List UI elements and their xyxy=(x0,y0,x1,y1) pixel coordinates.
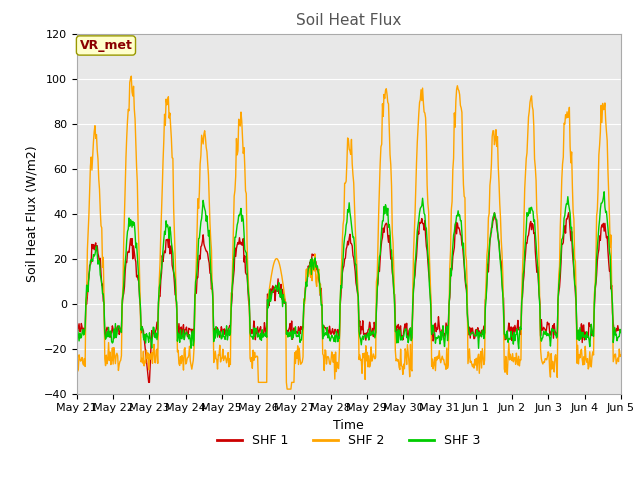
Y-axis label: Soil Heat Flux (W/m2): Soil Heat Flux (W/m2) xyxy=(25,145,38,282)
X-axis label: Time: Time xyxy=(333,419,364,432)
SHF 1 xyxy=(617,328,625,334)
Text: VR_met: VR_met xyxy=(79,39,132,52)
Line: SHF 3: SHF 3 xyxy=(77,192,621,348)
SHF 2 xyxy=(73,355,81,360)
SHF 1 xyxy=(416,219,424,225)
SHF 2 xyxy=(433,354,440,360)
SHF 1 xyxy=(83,301,90,307)
SHF 3 xyxy=(223,323,230,329)
SHF 2 xyxy=(127,73,135,79)
SHF 1 xyxy=(223,333,231,338)
Line: SHF 1: SHF 1 xyxy=(77,213,621,383)
SHF 3 xyxy=(73,329,81,335)
SHF 2 xyxy=(83,293,90,299)
SHF 3 xyxy=(431,330,438,336)
Legend: SHF 1, SHF 2, SHF 3: SHF 1, SHF 2, SHF 3 xyxy=(212,429,486,452)
SHF 1 xyxy=(564,210,572,216)
SHF 2 xyxy=(195,205,202,211)
SHF 3 xyxy=(600,189,608,195)
SHF 3 xyxy=(139,325,147,331)
SHF 2 xyxy=(140,348,147,354)
Title: Soil Heat Flux: Soil Heat Flux xyxy=(296,13,401,28)
SHF 2 xyxy=(223,356,231,361)
SHF 2 xyxy=(617,352,625,358)
SHF 2 xyxy=(417,96,424,102)
SHF 1 xyxy=(431,320,439,326)
SHF 1 xyxy=(145,380,152,385)
SHF 1 xyxy=(73,325,81,331)
SHF 3 xyxy=(415,217,422,223)
Line: SHF 2: SHF 2 xyxy=(77,76,621,389)
SHF 2 xyxy=(284,386,291,392)
SHF 1 xyxy=(139,326,147,332)
SHF 1 xyxy=(195,260,202,266)
SHF 3 xyxy=(515,346,522,351)
SHF 3 xyxy=(617,330,625,336)
SHF 3 xyxy=(83,282,90,288)
SHF 3 xyxy=(194,253,202,259)
